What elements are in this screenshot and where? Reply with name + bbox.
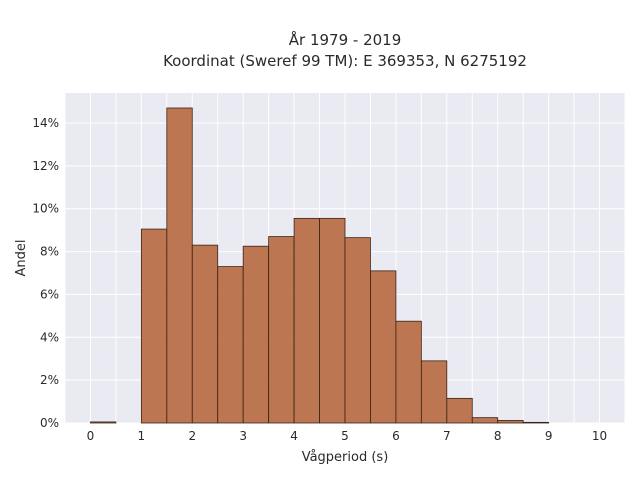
x-tick-label: 4 xyxy=(290,429,298,443)
bar-2 xyxy=(140,228,168,424)
y-tick-label: 8% xyxy=(40,245,59,259)
bar-6 xyxy=(242,245,270,424)
x-tick-label: 10 xyxy=(592,429,607,443)
x-tick-label: 6 xyxy=(392,429,400,443)
y-tick-label: 0% xyxy=(40,416,59,430)
bar-8 xyxy=(293,217,320,424)
bar-0 xyxy=(90,421,117,424)
bar-14 xyxy=(446,397,473,424)
bar-10 xyxy=(344,237,371,424)
bar-11 xyxy=(370,270,397,424)
y-tick-label: 4% xyxy=(40,330,59,344)
y-tick-label: 6% xyxy=(40,287,59,301)
bar-12 xyxy=(395,320,422,424)
bar-4 xyxy=(191,244,219,424)
x-tick-label: 5 xyxy=(341,429,349,443)
x-tick-label: 7 xyxy=(443,429,451,443)
x-tick-label: 3 xyxy=(239,429,247,443)
chart-title-line-1: År 1979 - 2019 xyxy=(289,30,402,49)
bar-3 xyxy=(166,107,193,424)
y-tick-labels: 0% 2% 4% 6% 8% 10% 12% 14% xyxy=(32,116,59,430)
y-tick-label: 10% xyxy=(32,202,59,216)
bar-7 xyxy=(268,236,295,424)
y-tick-label: 2% xyxy=(40,373,59,387)
bar-5 xyxy=(217,266,244,424)
bars xyxy=(90,107,550,424)
x-tick-label: 2 xyxy=(188,429,196,443)
chart-title-line-2: Koordinat (Sweref 99 TM): E 369353, N 62… xyxy=(163,52,527,70)
bar-16 xyxy=(497,420,524,424)
x-tick-labels: 0 1 2 3 4 5 6 7 8 9 10 xyxy=(87,429,608,443)
x-tick-label: 9 xyxy=(545,429,553,443)
bar-17 xyxy=(522,421,550,424)
x-tick-label: 1 xyxy=(138,429,146,443)
bar-9 xyxy=(319,217,346,424)
y-axis-label: Andel xyxy=(14,240,29,277)
x-tick-label: 8 xyxy=(494,429,502,443)
bar-13 xyxy=(420,360,448,424)
y-tick-label: 14% xyxy=(32,116,59,130)
y-tick-label: 12% xyxy=(32,159,59,173)
bar-15 xyxy=(471,417,499,424)
x-axis-label: Vågperiod (s) xyxy=(302,450,389,465)
x-tick-label: 0 xyxy=(87,429,95,443)
